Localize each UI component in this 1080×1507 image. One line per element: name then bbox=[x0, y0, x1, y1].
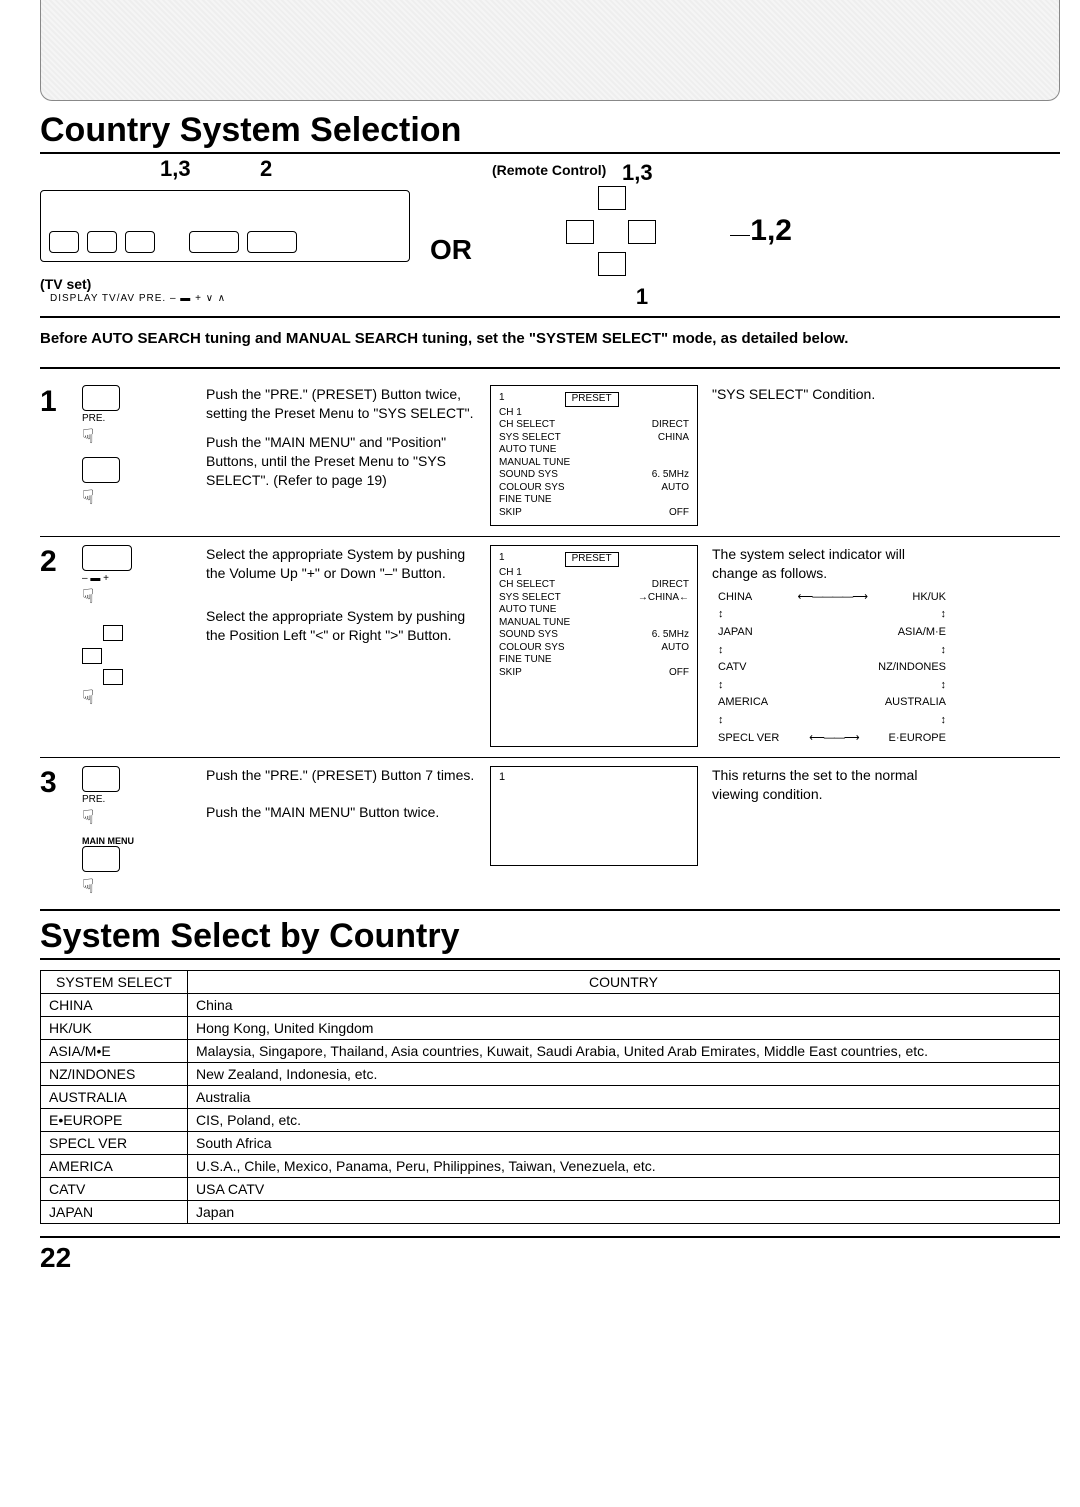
step-text: Select the appropriate System by pushing… bbox=[206, 545, 476, 747]
step-text: Push the "PRE." (PRESET) Button twice, s… bbox=[206, 385, 476, 526]
hand-icon: ☟ bbox=[82, 424, 192, 449]
remote-callout-12: 1,2 bbox=[750, 214, 792, 248]
remote-dpad bbox=[566, 186, 656, 276]
blank-osd-panel: 1 bbox=[490, 766, 698, 866]
step-2: 2 – ▬ + ☟ ☟ Select the appropriate Syste… bbox=[40, 537, 1060, 758]
step-icons: PRE. ☟ MAIN MENU ☟ bbox=[82, 766, 192, 899]
panel-num: 1 bbox=[499, 771, 505, 783]
intro-text: Before AUTO SEARCH tuning and MANUAL SEA… bbox=[40, 330, 1060, 369]
step-para: Push the "PRE." (PRESET) Button 7 times. bbox=[206, 766, 476, 785]
hand-icon: ☟ bbox=[82, 805, 192, 830]
step-para: Select the appropriate System by pushing… bbox=[206, 545, 476, 583]
scan-header-band bbox=[40, 0, 1060, 101]
hand-icon: ☟ bbox=[82, 685, 192, 710]
preset-osd-panel: 1PRESETCH 1CH SELECTDIRECTSYS SELECTCHIN… bbox=[490, 385, 698, 526]
pre-label: PRE. bbox=[82, 413, 192, 424]
tv-button bbox=[125, 231, 155, 253]
step-text: Push the "PRE." (PRESET) Button 7 times.… bbox=[206, 766, 476, 899]
tv-frame bbox=[40, 190, 410, 262]
tv-callout-2: 2 bbox=[260, 156, 272, 182]
tvset-diagram: 1,3 2 DISPLAY TV/AV PRE. – ▬ + ∨ ∧ (TV s… bbox=[40, 160, 410, 292]
vol-label: – ▬ + bbox=[82, 573, 192, 584]
remote-callout-13: 1,3 bbox=[622, 160, 653, 186]
step-note: The system select indicator will change … bbox=[712, 545, 952, 747]
pre-label: PRE. bbox=[82, 794, 192, 805]
remote-title: (Remote Control) bbox=[492, 162, 606, 178]
heading-system-select: System Select by Country bbox=[40, 917, 1060, 960]
table-header: SYSTEM SELECT bbox=[41, 971, 188, 994]
table-row: NZ/INDONESNew Zealand, Indonesia, etc. bbox=[41, 1063, 1060, 1086]
step-note: "SYS SELECT" Condition. bbox=[712, 385, 952, 526]
control-diagram: 1,3 2 DISPLAY TV/AV PRE. – ▬ + ∨ ∧ (TV s… bbox=[40, 156, 1060, 318]
table-row: HK/UKHong Kong, United Kingdom bbox=[41, 1017, 1060, 1040]
mainmenu-label: MAIN MENU bbox=[82, 836, 192, 846]
table-row: AMERICAU.S.A., Chile, Mexico, Panama, Pe… bbox=[41, 1155, 1060, 1178]
note-head: The system select indicator will change … bbox=[712, 545, 952, 583]
step-para: Push the "MAIN MENU" Button twice. bbox=[206, 803, 476, 822]
step-1: 1 PRE. ☟ ☟ Push the "PRE." (PRESET) Butt… bbox=[40, 377, 1060, 537]
table-row: AUSTRALIAAustralia bbox=[41, 1086, 1060, 1109]
hand-icon: ☟ bbox=[82, 874, 192, 899]
table-row: JAPANJapan bbox=[41, 1201, 1060, 1224]
table-row: CHINAChina bbox=[41, 994, 1060, 1017]
system-cycle-diagram: CHINA⟵————⟶HK/UK↕↕JAPANASIA/M·E↕↕CATVNZ/… bbox=[712, 589, 952, 747]
step-para: Push the "PRE." (PRESET) Button twice, s… bbox=[206, 385, 476, 423]
tv-caption: (TV set) bbox=[40, 276, 410, 292]
step-icons: PRE. ☟ ☟ bbox=[82, 385, 192, 526]
table-row: ASIA/M•EMalaysia, Singapore, Thailand, A… bbox=[41, 1040, 1060, 1063]
tv-button bbox=[247, 231, 297, 253]
or-label: OR bbox=[430, 234, 472, 266]
tv-button bbox=[189, 231, 239, 253]
country-table: SYSTEM SELECT COUNTRY CHINAChinaHK/UKHon… bbox=[40, 970, 1060, 1224]
tv-button bbox=[49, 231, 79, 253]
step-number: 2 bbox=[40, 545, 68, 747]
preset-osd-panel: 1PRESETCH 1CH SELECTDIRECTSYS SELECT→CHI… bbox=[490, 545, 698, 747]
step-number: 1 bbox=[40, 385, 68, 526]
step-para: Push the "MAIN MENU" and "Position" Butt… bbox=[206, 433, 476, 490]
tv-callout-13: 1,3 bbox=[160, 156, 191, 182]
table-row: SPECL VERSouth Africa bbox=[41, 1132, 1060, 1155]
step-note: This returns the set to the normal viewi… bbox=[712, 766, 952, 899]
table-header: COUNTRY bbox=[188, 971, 1060, 994]
heading-country-system: Country System Selection bbox=[40, 111, 1060, 154]
table-row: CATVUSA CATV bbox=[41, 1178, 1060, 1201]
tv-button-labels: DISPLAY TV/AV PRE. – ▬ + ∨ ∧ bbox=[50, 293, 226, 304]
step-para: Select the appropriate System by pushing… bbox=[206, 607, 476, 645]
remote-diagram: (Remote Control) 1,3 1,2 1 bbox=[492, 160, 792, 310]
step-icons: – ▬ + ☟ ☟ bbox=[82, 545, 192, 747]
table-row: E•EUROPECIS, Poland, etc. bbox=[41, 1109, 1060, 1132]
remote-callout-1: 1 bbox=[492, 284, 792, 310]
page-number: 22 bbox=[40, 1236, 1060, 1274]
tv-button bbox=[87, 231, 117, 253]
hand-icon: ☟ bbox=[82, 485, 192, 510]
step-number: 3 bbox=[40, 766, 68, 899]
step-3: 3 PRE. ☟ MAIN MENU ☟ Push the "PRE." (PR… bbox=[40, 758, 1060, 911]
dpad-icon bbox=[82, 625, 142, 685]
hand-icon: ☟ bbox=[82, 584, 192, 609]
